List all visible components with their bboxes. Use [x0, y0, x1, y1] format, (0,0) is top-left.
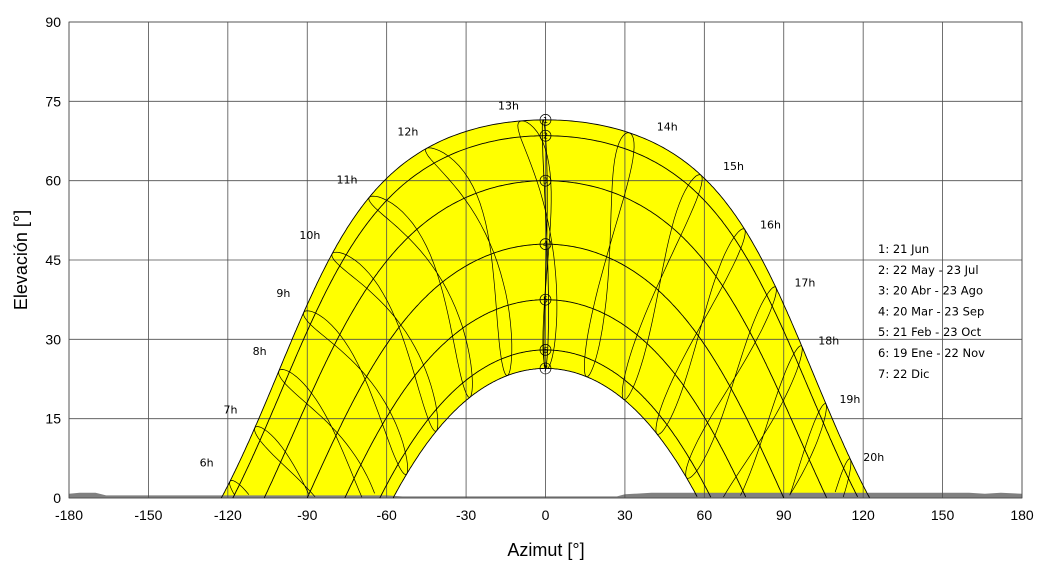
hour-label: 17h [794, 276, 815, 289]
day-curve-2 [232, 135, 858, 499]
hour-label: 16h [760, 218, 781, 231]
day-curve-4 [306, 243, 785, 499]
hour-label: 10h [299, 229, 320, 242]
hour-loop-16 [685, 286, 777, 479]
x-tick-label: 30 [617, 507, 633, 523]
y-tick-label: 30 [45, 331, 61, 347]
x-tick-label: 60 [697, 507, 713, 523]
hour-label: 8h [253, 345, 267, 358]
hour-loop-8 [303, 310, 408, 475]
hour-label: 11h [336, 173, 357, 186]
x-tick-label: -120 [214, 507, 242, 523]
hour-loop-5 [229, 480, 250, 496]
legend-entry: 2: 22 May - 23 Jul [878, 263, 979, 277]
curve-marker-label-3: 3 [543, 177, 548, 186]
plot-frame [68, 21, 1023, 499]
hour-loop-11 [425, 147, 513, 376]
y-tick-label: 60 [45, 173, 61, 189]
y-tick-label: 90 [45, 14, 61, 30]
hour-loop-15 [655, 228, 746, 435]
x-tick-label: -90 [297, 507, 317, 523]
hour-label: 6h [200, 456, 214, 469]
curve-layer [220, 119, 870, 499]
hour-loop-13 [584, 132, 635, 378]
legend-entry: 7: 22 Dic [878, 367, 930, 381]
hour-label: 7h [223, 403, 237, 416]
hour-label: 15h [723, 160, 744, 173]
noon-loop [541, 119, 549, 370]
marker-layer: 1 2 3 4 5 6 7 [539, 113, 552, 375]
curve-marker-6 [539, 344, 552, 356]
legend-entry: 3: 20 Abr - 23 Ago [878, 284, 983, 298]
hour-loop-10 [368, 195, 473, 398]
day-curve-6 [379, 349, 712, 499]
tick-layer: -180 -150 -120 -90 -60 -30 0 30 60 90 120 150 180015… [45, 14, 1033, 523]
x-tick-label: 150 [931, 507, 955, 523]
legend-entry: 4: 20 Mar - 23 Sep [878, 304, 984, 318]
hour-loop-17 [723, 442, 759, 498]
legend-entry: 5: 21 Feb - 23 Oct [878, 325, 982, 339]
hour-loop-17 [740, 345, 803, 496]
curve-marker-label-1: 1 [543, 116, 548, 125]
y-tick-label: 45 [45, 252, 61, 268]
curve-marker-4 [539, 238, 552, 250]
curve-marker-2 [539, 129, 552, 142]
hour-loop-7 [278, 369, 375, 494]
legend-entry: 1: 21 Jun [878, 242, 929, 256]
curve-marker-label-7: 7 [543, 364, 548, 373]
legend-entry: 6: 19 Ene - 22 Nov [878, 346, 985, 360]
hour-loop-9 [331, 251, 439, 432]
curve-marker-label-4: 4 [543, 240, 548, 249]
curve-marker-1 [539, 113, 552, 126]
hour-loop-19 [834, 458, 852, 498]
x-tick-label: 180 [1010, 507, 1034, 523]
curve-marker-label-2: 2 [543, 132, 548, 141]
y-tick-label: 15 [45, 411, 61, 427]
y-tick-label: 0 [53, 490, 61, 506]
x-axis-label: Azimut [°] [507, 540, 584, 560]
hour-label: 18h [818, 335, 839, 348]
legend: 1: 21 Jun 2: 22 May - 23 Jul 3: 20 Abr - 2… [878, 242, 985, 381]
x-tick-label: 90 [776, 507, 792, 523]
x-tick-label: 0 [542, 507, 550, 523]
curve-marker-5 [539, 293, 552, 306]
grid-layer [68, 21, 1023, 499]
hour-label: 19h [839, 393, 860, 406]
hour-label: 13h [498, 99, 519, 112]
x-tick-label: 120 [851, 507, 875, 523]
day-curve-1 [220, 119, 870, 499]
hour-label-layer: 6h 7h 8h 9h 10h 11h 12h 13h 14h 15h 16h 17h 18h 19h 20… [200, 99, 885, 469]
curve-marker-label-5: 5 [543, 296, 548, 305]
hour-label: 20h [863, 451, 884, 464]
x-tick-label: -180 [55, 507, 83, 523]
curve-marker-7 [539, 362, 552, 375]
curve-marker-label-6: 6 [543, 346, 548, 355]
hour-label: 12h [397, 126, 418, 139]
y-tick-label: 75 [45, 93, 61, 109]
x-tick-label: -150 [134, 507, 162, 523]
y-axis-label: Elevación [°] [11, 210, 31, 310]
x-tick-label: -60 [377, 507, 397, 523]
day-curve-3 [263, 180, 828, 499]
hour-loop-6 [254, 426, 316, 498]
hour-loop-18 [789, 403, 827, 496]
curve-marker-3 [539, 174, 552, 187]
hour-label: 14h [657, 120, 678, 133]
x-tick-label: -30 [456, 507, 476, 523]
hour-loop-14 [621, 174, 703, 400]
hour-label: 9h [276, 287, 290, 300]
hour-loop-7 [335, 435, 363, 498]
